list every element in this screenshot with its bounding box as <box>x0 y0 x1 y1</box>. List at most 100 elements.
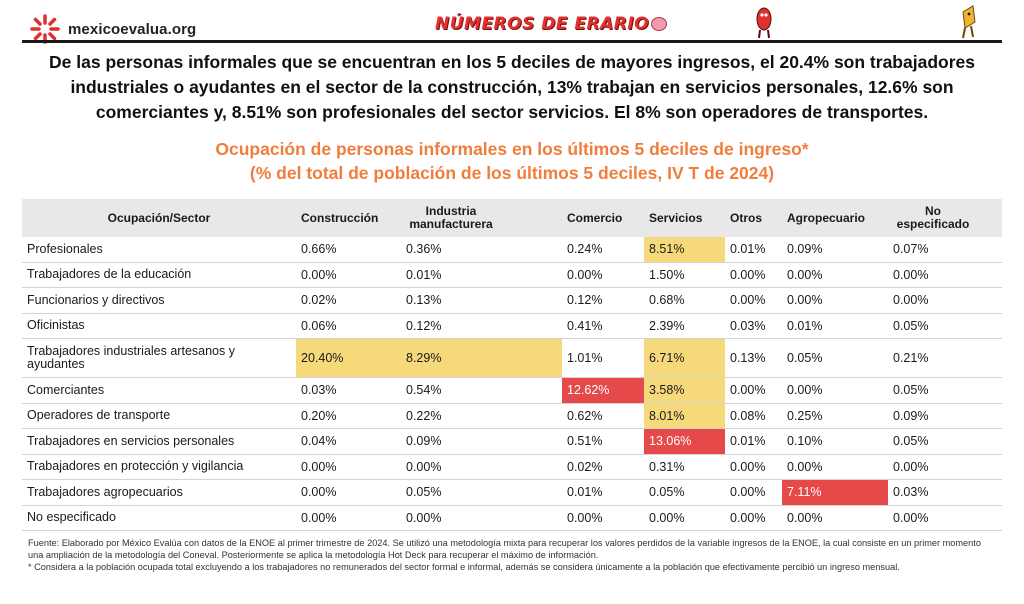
table-cell: 1.50% <box>644 262 725 288</box>
table-cell: 0.00% <box>888 505 1002 531</box>
table-cell: 0.00% <box>782 454 888 480</box>
table-cell: 0.02% <box>562 454 644 480</box>
header: mexicoevalua.org NÚMEROS DE ERARIO <box>0 0 1024 52</box>
table-cell: 0.00% <box>296 454 401 480</box>
table-cell: 0.00% <box>782 262 888 288</box>
table-cell: 0.09% <box>782 237 888 263</box>
table-cell: 0.00% <box>725 287 782 314</box>
table-cell: 0.02% <box>296 287 401 314</box>
table-row: Trabajadores industriales artesanos y ay… <box>22 338 1002 378</box>
table-title-line-2: (% del total de población de los últimos… <box>249 163 775 183</box>
table-row: Trabajadores agropecuarios 0.00% 0.05% 0.01… <box>22 479 1002 506</box>
table-cell: 0.00% <box>296 262 401 288</box>
table-cell: 0.05% <box>644 479 725 506</box>
table-cell: 0.00% <box>888 287 1002 314</box>
table-cell: 0.01% <box>725 428 782 455</box>
table-cell: 0.03% <box>296 377 401 404</box>
table-cell: 0.41% <box>562 313 644 339</box>
table-cell: 0.00% <box>782 287 888 314</box>
table-cell: 0.00% <box>562 505 644 531</box>
header-industria: Industria manufacturera <box>401 199 562 237</box>
table-cell: 0.01% <box>725 237 782 263</box>
brand-title: NÚMEROS DE ERARIO <box>435 14 668 34</box>
summary-text: De las personas informales que se encuen… <box>49 52 975 122</box>
table-cell: 0.22% <box>401 403 562 429</box>
table-header-row: Ocupación/Sector Construcción Industria … <box>22 199 1002 237</box>
table-cell: 0.00% <box>782 505 888 531</box>
table-cell: 0.54% <box>401 377 562 404</box>
table-cell: 20.40% <box>296 338 401 378</box>
mexico-evalua-logo-icon <box>30 14 60 44</box>
footer-note: * Considera a la población ocupada total… <box>28 562 900 573</box>
table-cell: 0.00% <box>401 454 562 480</box>
table-cell: 0.00% <box>562 262 644 288</box>
table-cell: 0.05% <box>888 377 1002 404</box>
table-cell: 0.10% <box>782 428 888 455</box>
table-cell: 0.36% <box>401 237 562 263</box>
table-cell: 0.05% <box>401 479 562 506</box>
table-cell: 0.00% <box>644 505 725 531</box>
table-cell: 0.25% <box>782 403 888 429</box>
table-cell: 0.00% <box>782 377 888 404</box>
table-cell: 0.05% <box>888 428 1002 455</box>
table-cell: 0.00% <box>401 505 562 531</box>
table-title: Ocupación de personas informales en los … <box>30 137 994 185</box>
table-row: Comerciantes 0.03% 0.54% 12.62% 3.58% 0.00% 0.… <box>22 377 1002 404</box>
table-cell: 0.00% <box>296 505 401 531</box>
row-label: Profesionales <box>22 237 296 263</box>
logo-text: mexicoevalua.org <box>68 20 197 38</box>
table-cell: 0.21% <box>888 338 1002 378</box>
table-cell: 0.01% <box>562 479 644 506</box>
footer-source: Fuente: Elaborado por México Evalúa con … <box>28 538 981 561</box>
table-cell: 7.11% <box>782 479 888 506</box>
table-cell: 0.00% <box>725 262 782 288</box>
header-industria-label: Industria manufacturera <box>409 204 493 231</box>
occupation-table: Ocupación/Sector Construcción Industria … <box>22 199 1002 531</box>
table-cell: 0.12% <box>562 287 644 314</box>
header-comercio: Comercio <box>562 199 644 237</box>
table-row: Operadores de transporte 0.20% 0.22% 0.62% 8… <box>22 403 1002 429</box>
header-construccion: Construcción <box>296 199 401 237</box>
mascot-red-character-icon <box>756 7 772 39</box>
row-label: Trabajadores en servicios personales <box>22 428 296 455</box>
header-servicios: Servicios <box>644 199 725 237</box>
row-label: No especificado <box>22 505 296 531</box>
table-cell: 0.07% <box>888 237 1002 263</box>
row-label: Trabajadores de la educación <box>22 262 296 288</box>
table-title-line-1: Ocupación de personas informales en los … <box>215 139 809 159</box>
table-row: Oficinistas 0.06% 0.12% 0.41% 2.39% 0.03% 0.01… <box>22 313 1002 339</box>
table-cell: 0.00% <box>296 479 401 506</box>
table-row: No especificado 0.00% 0.00% 0.00% 0.00% 0.00%… <box>22 505 1002 531</box>
logo[interactable]: mexicoevalua.org <box>28 12 196 46</box>
table-cell: 0.00% <box>725 479 782 506</box>
row-label: Oficinistas <box>22 313 296 339</box>
piggy-bank-icon <box>651 17 668 31</box>
table-cell: 8.01% <box>644 403 725 429</box>
footer: Fuente: Elaborado por México Evalúa con … <box>28 537 998 574</box>
table-cell: 0.24% <box>562 237 644 263</box>
table-cell: 0.09% <box>401 428 562 455</box>
table-cell: 2.39% <box>644 313 725 339</box>
table-row: Funcionarios y directivos 0.02% 0.13% 0.12%… <box>22 287 1002 314</box>
table-cell: 0.31% <box>644 454 725 480</box>
header-agropecuario: Agropecuario <box>782 199 888 237</box>
brand-text: NÚMEROS DE ERARIO <box>435 14 650 34</box>
table-cell: 0.00% <box>725 377 782 404</box>
table-cell: 13.06% <box>644 428 725 455</box>
row-label: Funcionarios y directivos <box>22 287 296 314</box>
table-cell: 0.13% <box>401 287 562 314</box>
row-label: Operadores de transporte <box>22 403 296 429</box>
table-cell: 0.06% <box>296 313 401 339</box>
table-cell: 12.62% <box>562 377 644 404</box>
table-cell: 6.71% <box>644 338 725 378</box>
table-cell: 0.00% <box>725 505 782 531</box>
row-label: Trabajadores agropecuarios <box>22 479 296 506</box>
table-row: Profesionales 0.66% 0.36% 0.24% 8.51% 0.01% 0.… <box>22 237 1002 263</box>
table-cell: 0.62% <box>562 403 644 429</box>
table-cell: 0.66% <box>296 237 401 263</box>
table-cell: 0.03% <box>725 313 782 339</box>
table-cell: 8.51% <box>644 237 725 263</box>
table-cell: 8.29% <box>401 338 562 378</box>
table-row: Trabajadores en protección y vigilancia 0… <box>22 454 1002 480</box>
header-no-especificado-label: No especificado <box>896 204 970 231</box>
